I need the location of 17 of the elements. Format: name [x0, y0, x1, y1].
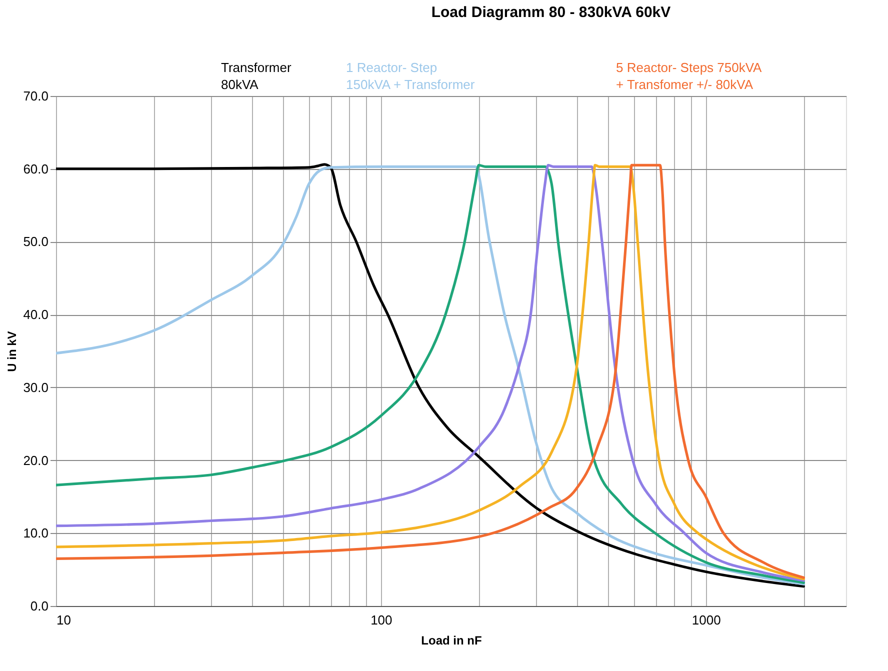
chart-title: Load Diagramm 80 - 830kVA 60kV — [431, 4, 671, 21]
y-tick-label: 20.0 — [23, 452, 48, 468]
y-axis-title: U in kV — [5, 331, 20, 372]
y-tick-label: 40.0 — [23, 307, 48, 322]
x-tick-label: 100 — [370, 612, 392, 628]
y-tick-label: 60.0 — [23, 161, 48, 176]
y-tick-label: 10.0 — [23, 526, 48, 541]
x-axis-title: Load in nF — [421, 634, 482, 648]
x-tick-label: 10 — [56, 612, 71, 628]
text: 5 Reactor- Steps 750kVA + Transfomer +/- 80kVA — [616, 60, 762, 92]
text: Transformer 80kVA — [221, 60, 292, 92]
y-tick-label: 0.0 — [30, 598, 48, 614]
text: 1 Reactor- Step 150kVA + Transformer — [346, 60, 476, 92]
y-tick-label: 70.0 — [23, 88, 48, 104]
y-tick-label: 30.0 — [23, 380, 48, 395]
x-tick-label: 1000 — [692, 612, 721, 628]
y-tick-label: 50.0 — [23, 234, 48, 250]
